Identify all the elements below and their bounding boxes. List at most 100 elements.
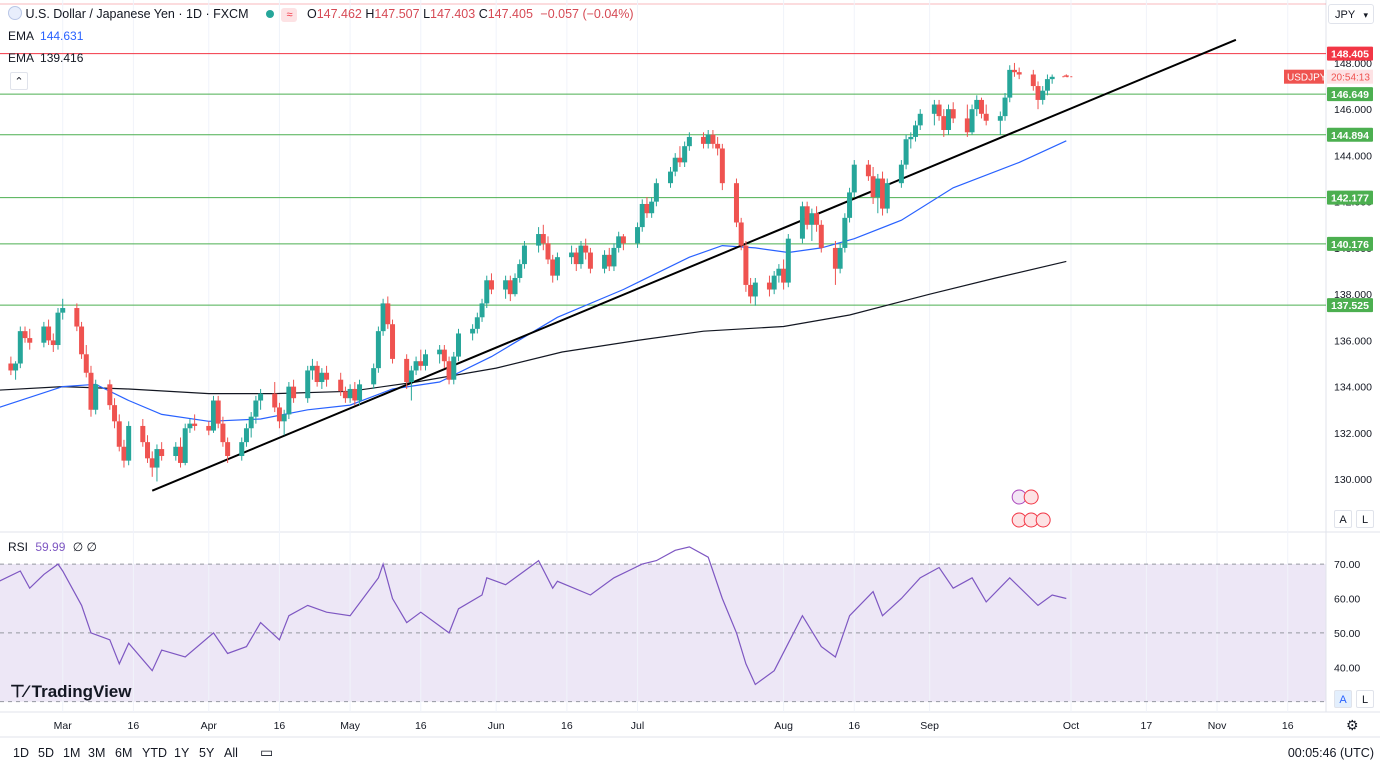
event-icon[interactable]	[1035, 512, 1051, 528]
candle-body[interactable]	[22, 331, 28, 339]
candle-body[interactable]	[851, 164, 857, 193]
candle-body[interactable]	[964, 118, 970, 133]
timeframe-1m[interactable]: 1M	[63, 746, 81, 760]
candle-body[interactable]	[620, 236, 626, 244]
candle-body[interactable]	[710, 134, 716, 144]
rsi-log-scale-button[interactable]: L	[1356, 690, 1374, 708]
candle-body[interactable]	[390, 324, 396, 359]
candle-body[interactable]	[875, 178, 881, 198]
candle-body[interactable]	[766, 282, 772, 290]
symbol-title[interactable]: U.S. Dollar / Japanese Yen · 1D · FXCM	[25, 7, 249, 21]
log-scale-button[interactable]: L	[1356, 510, 1374, 528]
candle-body[interactable]	[865, 164, 871, 177]
candle-body[interactable]	[611, 247, 617, 267]
candle-body[interactable]	[347, 388, 353, 399]
candle-body[interactable]	[503, 280, 509, 290]
candle-body[interactable]	[880, 178, 886, 209]
candle-body[interactable]	[291, 386, 297, 399]
candle-body[interactable]	[60, 308, 66, 313]
candle-body[interactable]	[423, 354, 429, 366]
candle-body[interactable]	[380, 303, 386, 332]
candle-body[interactable]	[178, 446, 184, 463]
candle-body[interactable]	[126, 425, 132, 461]
candle-body[interactable]	[521, 245, 527, 265]
candle-body[interactable]	[413, 361, 419, 371]
candle-body[interactable]	[418, 361, 424, 366]
currency-select[interactable]: JPY ▾	[1328, 4, 1374, 24]
candle-body[interactable]	[682, 146, 688, 163]
candle-body[interactable]	[1016, 72, 1022, 75]
candle-body[interactable]	[446, 361, 452, 380]
candle-body[interactable]	[715, 143, 721, 149]
candle-body[interactable]	[936, 104, 942, 117]
candle-body[interactable]	[837, 247, 843, 269]
candle-body[interactable]	[83, 354, 89, 373]
candle-body[interactable]	[517, 264, 523, 278]
candle-body[interactable]	[771, 275, 777, 290]
candle-body[interactable]	[1007, 69, 1013, 98]
rsi-line[interactable]	[0, 546, 1067, 686]
candle-body[interactable]	[700, 136, 706, 144]
compare-icon[interactable]: ≈	[281, 8, 298, 22]
candle-body[interactable]	[733, 183, 739, 223]
candle-body[interactable]	[785, 238, 791, 283]
utc-clock[interactable]: 00:05:46 (UTC)	[1287, 746, 1374, 760]
candle-body[interactable]	[672, 157, 678, 172]
candle-body[interactable]	[870, 176, 876, 198]
candle-body[interactable]	[140, 425, 146, 443]
candle-body[interactable]	[512, 277, 518, 295]
candle-body[interactable]	[842, 217, 848, 248]
candle-body[interactable]	[573, 252, 579, 265]
candle-body[interactable]	[587, 252, 593, 269]
candle-body[interactable]	[206, 425, 212, 431]
candle-body[interactable]	[192, 423, 198, 426]
timeframe-5d[interactable]: 5D	[38, 746, 54, 760]
candle-body[interactable]	[809, 213, 815, 225]
candle-body[interactable]	[578, 245, 584, 265]
candle-body[interactable]	[484, 280, 490, 304]
candle-body[interactable]	[338, 379, 344, 392]
candle-body[interactable]	[479, 303, 485, 318]
candle-body[interactable]	[357, 384, 363, 401]
candle-body[interactable]	[220, 423, 226, 443]
candle-body[interactable]	[554, 257, 560, 276]
candle-body[interactable]	[272, 393, 278, 408]
candle-body[interactable]	[215, 400, 221, 424]
collapse-legend-button[interactable]: ⌃	[10, 72, 28, 90]
candle-body[interactable]	[639, 203, 645, 228]
candle-body[interactable]	[305, 370, 311, 399]
timeframe-ytd[interactable]: YTD	[142, 746, 167, 760]
candle-body[interactable]	[781, 268, 787, 283]
ema-slow-legend[interactable]: EMA 139.416	[8, 51, 83, 65]
candle-body[interactable]	[13, 363, 19, 371]
candle-body[interactable]	[41, 326, 47, 343]
candle-body[interactable]	[470, 328, 476, 334]
candle-body[interactable]	[79, 326, 85, 355]
candle-body[interactable]	[1049, 76, 1055, 80]
candle-body[interactable]	[799, 206, 805, 239]
timeframe-6m[interactable]: 6M	[115, 746, 133, 760]
candle-body[interactable]	[74, 308, 80, 327]
candle-body[interactable]	[606, 254, 612, 267]
candle-body[interactable]	[832, 247, 838, 269]
candle-body[interactable]	[27, 338, 33, 343]
candle-body[interactable]	[978, 99, 984, 114]
candle-body[interactable]	[408, 370, 414, 383]
candle-body[interactable]	[974, 99, 980, 110]
candle-body[interactable]	[931, 104, 937, 114]
candle-body[interactable]	[93, 384, 99, 410]
candle-body[interactable]	[187, 423, 193, 429]
candle-body[interactable]	[314, 365, 320, 383]
candle-body[interactable]	[451, 356, 457, 380]
candle-body[interactable]	[884, 183, 890, 209]
candle-body[interactable]	[50, 340, 56, 346]
candle-body[interactable]	[121, 446, 127, 461]
candle-body[interactable]	[898, 164, 904, 184]
candle-body[interactable]	[997, 116, 1003, 121]
candle-body[interactable]	[46, 326, 52, 341]
trendline[interactable]	[151, 38, 1237, 492]
candle-body[interactable]	[649, 201, 655, 214]
rsi-legend[interactable]: RSI 59.99 ∅ ∅	[8, 540, 97, 554]
candle-body[interactable]	[616, 236, 622, 248]
candle-body[interactable]	[488, 280, 494, 290]
